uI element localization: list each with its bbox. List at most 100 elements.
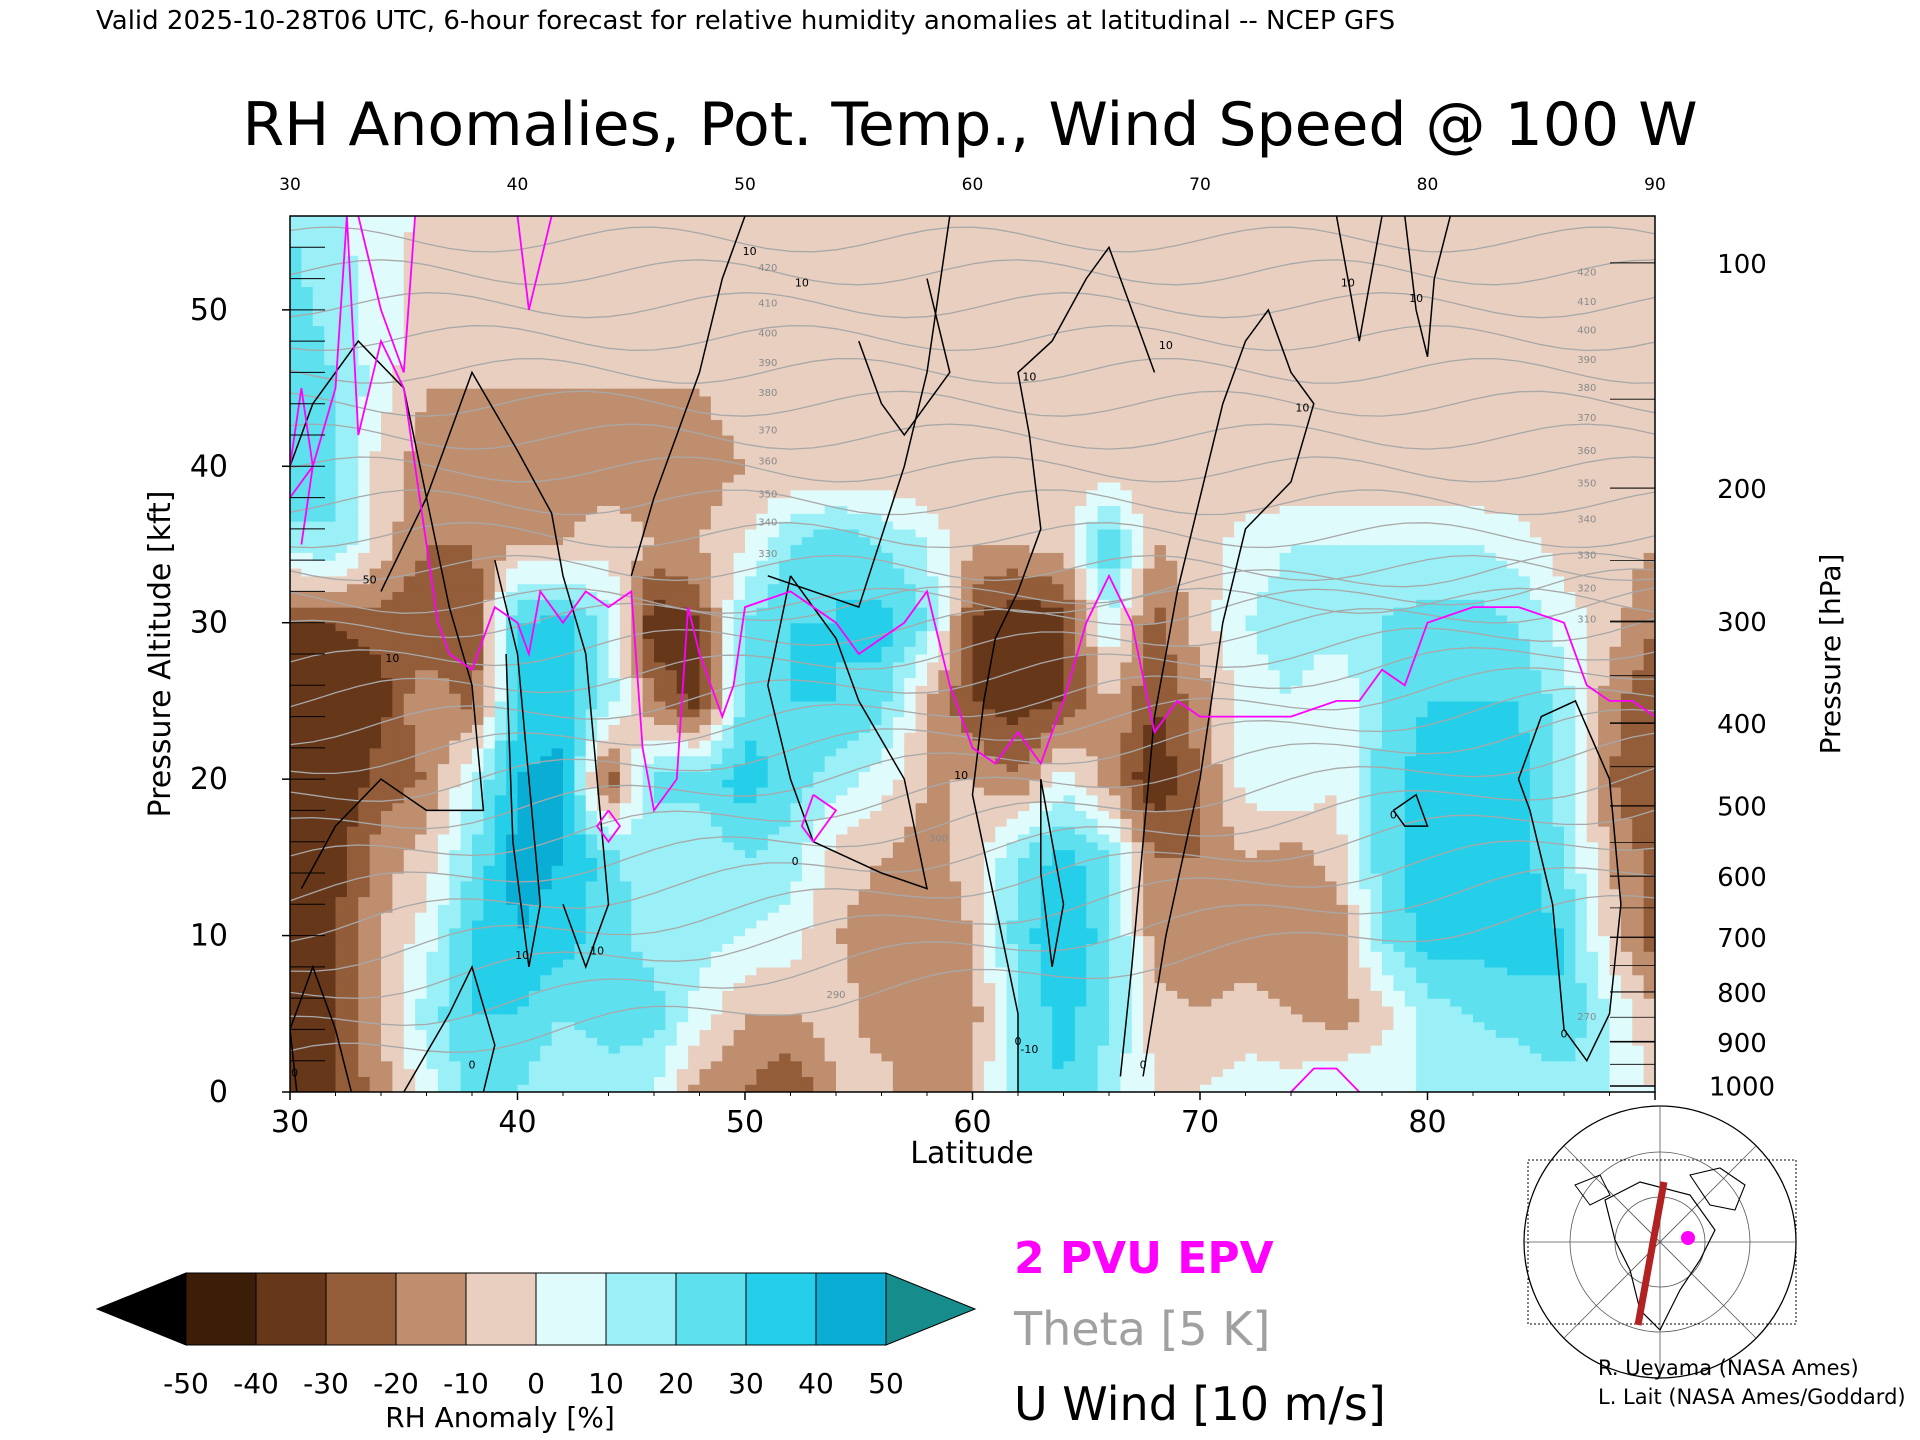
heatmap-cell — [858, 880, 871, 890]
heatmap-cell — [1484, 966, 1497, 976]
heatmap-cell — [381, 786, 393, 796]
heatmap-cell — [1131, 927, 1144, 937]
heatmap-cell — [608, 1068, 621, 1077]
heatmap-cell — [1200, 880, 1212, 890]
heatmap-cell — [346, 849, 359, 858]
heatmap-cell — [506, 1068, 519, 1077]
heatmap-cell — [1188, 1052, 1201, 1062]
heatmap-cell — [1370, 912, 1383, 921]
heatmap-cell — [358, 896, 371, 905]
heatmap-cell — [938, 896, 951, 905]
heatmap-cell — [1063, 873, 1076, 882]
heatmap-cell — [1074, 779, 1087, 788]
heatmap-cell — [585, 1005, 598, 1015]
heatmap-cell — [631, 786, 644, 796]
heatmap-cell — [824, 873, 837, 882]
heatmap-cell — [938, 794, 951, 804]
heatmap-cell — [1620, 1029, 1633, 1038]
heatmap-cell — [836, 818, 848, 827]
heatmap-cell — [733, 771, 746, 780]
heatmap-cell — [1302, 857, 1315, 866]
heatmap-cell — [1427, 810, 1440, 819]
heatmap-cell — [1598, 833, 1611, 843]
heatmap-cell — [563, 1076, 575, 1085]
heatmap-cell — [585, 833, 598, 843]
heatmap-cell — [346, 1021, 359, 1031]
heatmap-cell — [1632, 1052, 1645, 1062]
heatmap-cell — [1256, 786, 1269, 796]
heatmap-cell — [801, 904, 814, 913]
heatmap-cell — [1109, 919, 1121, 929]
heatmap-cell — [1097, 990, 1110, 999]
heatmap-cell — [654, 865, 666, 874]
heatmap-cell — [426, 1060, 439, 1070]
heatmap-cell — [836, 880, 848, 890]
heatmap-cell — [1438, 966, 1451, 976]
heatmap-cell — [904, 826, 917, 835]
heatmap-cell — [426, 849, 439, 858]
heatmap-cell — [574, 935, 587, 944]
heatmap-cell — [1518, 888, 1531, 898]
heatmap-cell — [1154, 1029, 1167, 1038]
heatmap-cell — [540, 1029, 553, 1038]
heatmap-cell — [813, 810, 826, 819]
heatmap-cell — [733, 959, 746, 968]
heatmap-cell — [1347, 943, 1360, 952]
heatmap-cell — [1211, 771, 1224, 780]
heatmap-cell — [1131, 794, 1144, 804]
heatmap-cell — [847, 943, 860, 952]
heatmap-cell — [1643, 880, 1655, 890]
heatmap-cell — [426, 904, 439, 913]
heatmap-cell — [870, 1068, 883, 1077]
heatmap-cell — [472, 833, 484, 843]
heatmap-cell — [1575, 810, 1588, 819]
heatmap-cell — [790, 865, 803, 874]
heatmap-cell — [722, 1084, 735, 1092]
heatmap-cell — [1234, 857, 1247, 866]
heatmap-cell — [961, 912, 974, 921]
heatmap-cell — [585, 998, 598, 1007]
heatmap-cell — [745, 959, 757, 968]
heatmap-cell — [1313, 880, 1326, 890]
heatmap-cell — [1063, 1029, 1076, 1038]
heatmap-cell — [1359, 951, 1372, 960]
heatmap-cell — [1404, 1060, 1417, 1070]
heatmap-cell — [1370, 849, 1383, 858]
heatmap-cell — [1018, 982, 1030, 991]
heatmap-cell — [1632, 1021, 1645, 1031]
heatmap-cell — [312, 959, 325, 968]
heatmap-cell — [1336, 943, 1349, 952]
heatmap-cell — [790, 919, 803, 929]
heatmap-cell — [801, 771, 814, 780]
heatmap-cell — [426, 998, 439, 1007]
heatmap-cell — [1620, 896, 1633, 905]
heatmap-cell — [1040, 935, 1053, 944]
heatmap-cell — [1165, 786, 1178, 796]
heatmap-cell — [1529, 943, 1542, 952]
heatmap-cell — [1484, 1052, 1497, 1062]
heatmap-cell — [813, 1068, 826, 1077]
heatmap-cell — [301, 833, 314, 843]
heatmap-cell — [745, 951, 757, 960]
heatmap-cell — [506, 1052, 519, 1062]
heatmap-cell — [767, 771, 780, 780]
heatmap-cell — [904, 1084, 917, 1092]
heatmap-cell — [1302, 865, 1315, 874]
heatmap-cell — [1131, 849, 1144, 858]
heatmap-cell — [1564, 935, 1576, 944]
heatmap-cell — [1404, 1029, 1417, 1038]
heatmap-cell — [1495, 1052, 1508, 1062]
heatmap-cell — [574, 919, 587, 929]
heatmap-cell — [1404, 888, 1417, 898]
heatmap-cell — [585, 786, 598, 796]
heatmap-cell — [1256, 1076, 1269, 1085]
heatmap-cell — [949, 826, 962, 835]
heatmap-cell — [1200, 833, 1212, 843]
heatmap-cell — [631, 865, 644, 874]
heatmap-cell — [824, 904, 837, 913]
heatmap-cell — [654, 810, 666, 819]
heatmap-cell — [1052, 857, 1065, 866]
heatmap-cell — [1541, 1029, 1554, 1038]
heatmap-cell — [1473, 849, 1485, 858]
heatmap-cell — [1029, 966, 1042, 976]
